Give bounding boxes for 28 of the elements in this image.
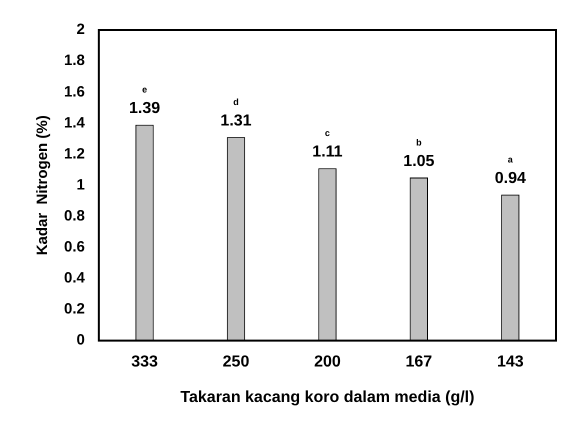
y-tick-label: 0.4 xyxy=(64,270,86,287)
x-tick-label: 250 xyxy=(222,354,250,371)
annotation: d xyxy=(233,97,239,108)
y-tick-label: 2 xyxy=(76,21,85,38)
y-tick-label: 1 xyxy=(76,176,85,194)
y-tick-label: 0.8 xyxy=(64,208,85,224)
y-tick-label: 0 xyxy=(76,332,85,349)
y-tick-label: 1.6 xyxy=(64,83,85,100)
x-tick-label: 200 xyxy=(314,354,341,371)
x-tick-label: 143 xyxy=(496,354,524,371)
data-label: 1.05 xyxy=(403,152,435,170)
annotation: b xyxy=(416,138,422,148)
x-tick-label: 167 xyxy=(406,354,432,371)
y-axis-title: Kadar Nitrogen (%) xyxy=(34,115,52,256)
y-tick-label: 1.4 xyxy=(64,114,86,132)
y-tick-label: 1.2 xyxy=(64,145,85,162)
annotation: e xyxy=(142,84,148,95)
y-tick-label: 1.8 xyxy=(64,52,85,70)
data-label: 1.11 xyxy=(312,144,343,161)
data-label: 1.31 xyxy=(220,112,252,130)
annotation: a xyxy=(508,154,514,165)
annotation: c xyxy=(324,128,330,138)
x-tick-label: 333 xyxy=(131,354,158,371)
data-label: 0.94 xyxy=(494,170,526,188)
data-label: 1.39 xyxy=(128,100,160,118)
x-axis-title: Takaran kacang koro dalam media (g/l) xyxy=(180,388,474,406)
y-tick-label: 0.6 xyxy=(64,238,85,256)
y-tick-label: 0.2 xyxy=(64,300,85,318)
